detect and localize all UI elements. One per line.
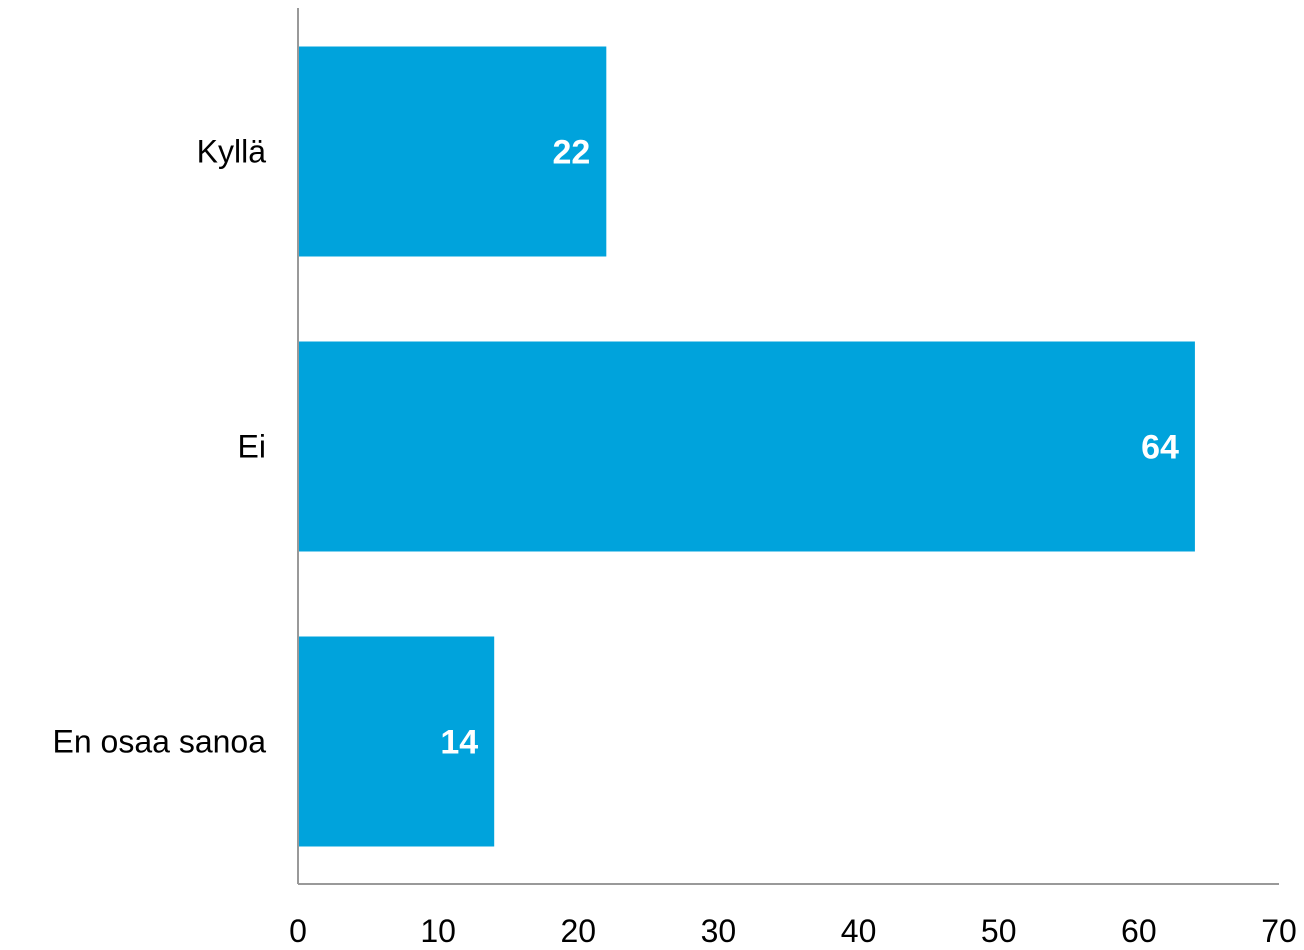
category-labels-group: Kyllä Ei En osaa sanoa	[53, 134, 267, 760]
data-label: 64	[1141, 429, 1179, 467]
category-label: Kyllä	[197, 134, 267, 170]
data-label: 14	[440, 724, 478, 762]
x-tick-label: 70	[1261, 913, 1297, 949]
x-tick-label: 10	[420, 913, 456, 949]
x-tick-label: 0	[289, 913, 307, 949]
x-tick-label: 60	[1121, 913, 1157, 949]
x-tick-label: 20	[560, 913, 596, 949]
bar-ei	[298, 341, 1195, 552]
x-tick-label: 30	[701, 913, 737, 949]
x-tick-label: 40	[841, 913, 877, 949]
x-tick-labels-group: 0 10 20 30 40 50 60 70	[289, 913, 1297, 949]
bar-kyll	[298, 46, 607, 257]
data-label: 22	[552, 134, 590, 172]
category-label: En osaa sanoa	[53, 724, 267, 760]
bar-en-osaa-sanoa	[298, 636, 495, 847]
x-tick-label: 50	[981, 913, 1017, 949]
bars-group: 22 64 14	[298, 46, 1195, 847]
category-label: Ei	[238, 429, 266, 465]
axes-group	[297, 8, 1279, 885]
